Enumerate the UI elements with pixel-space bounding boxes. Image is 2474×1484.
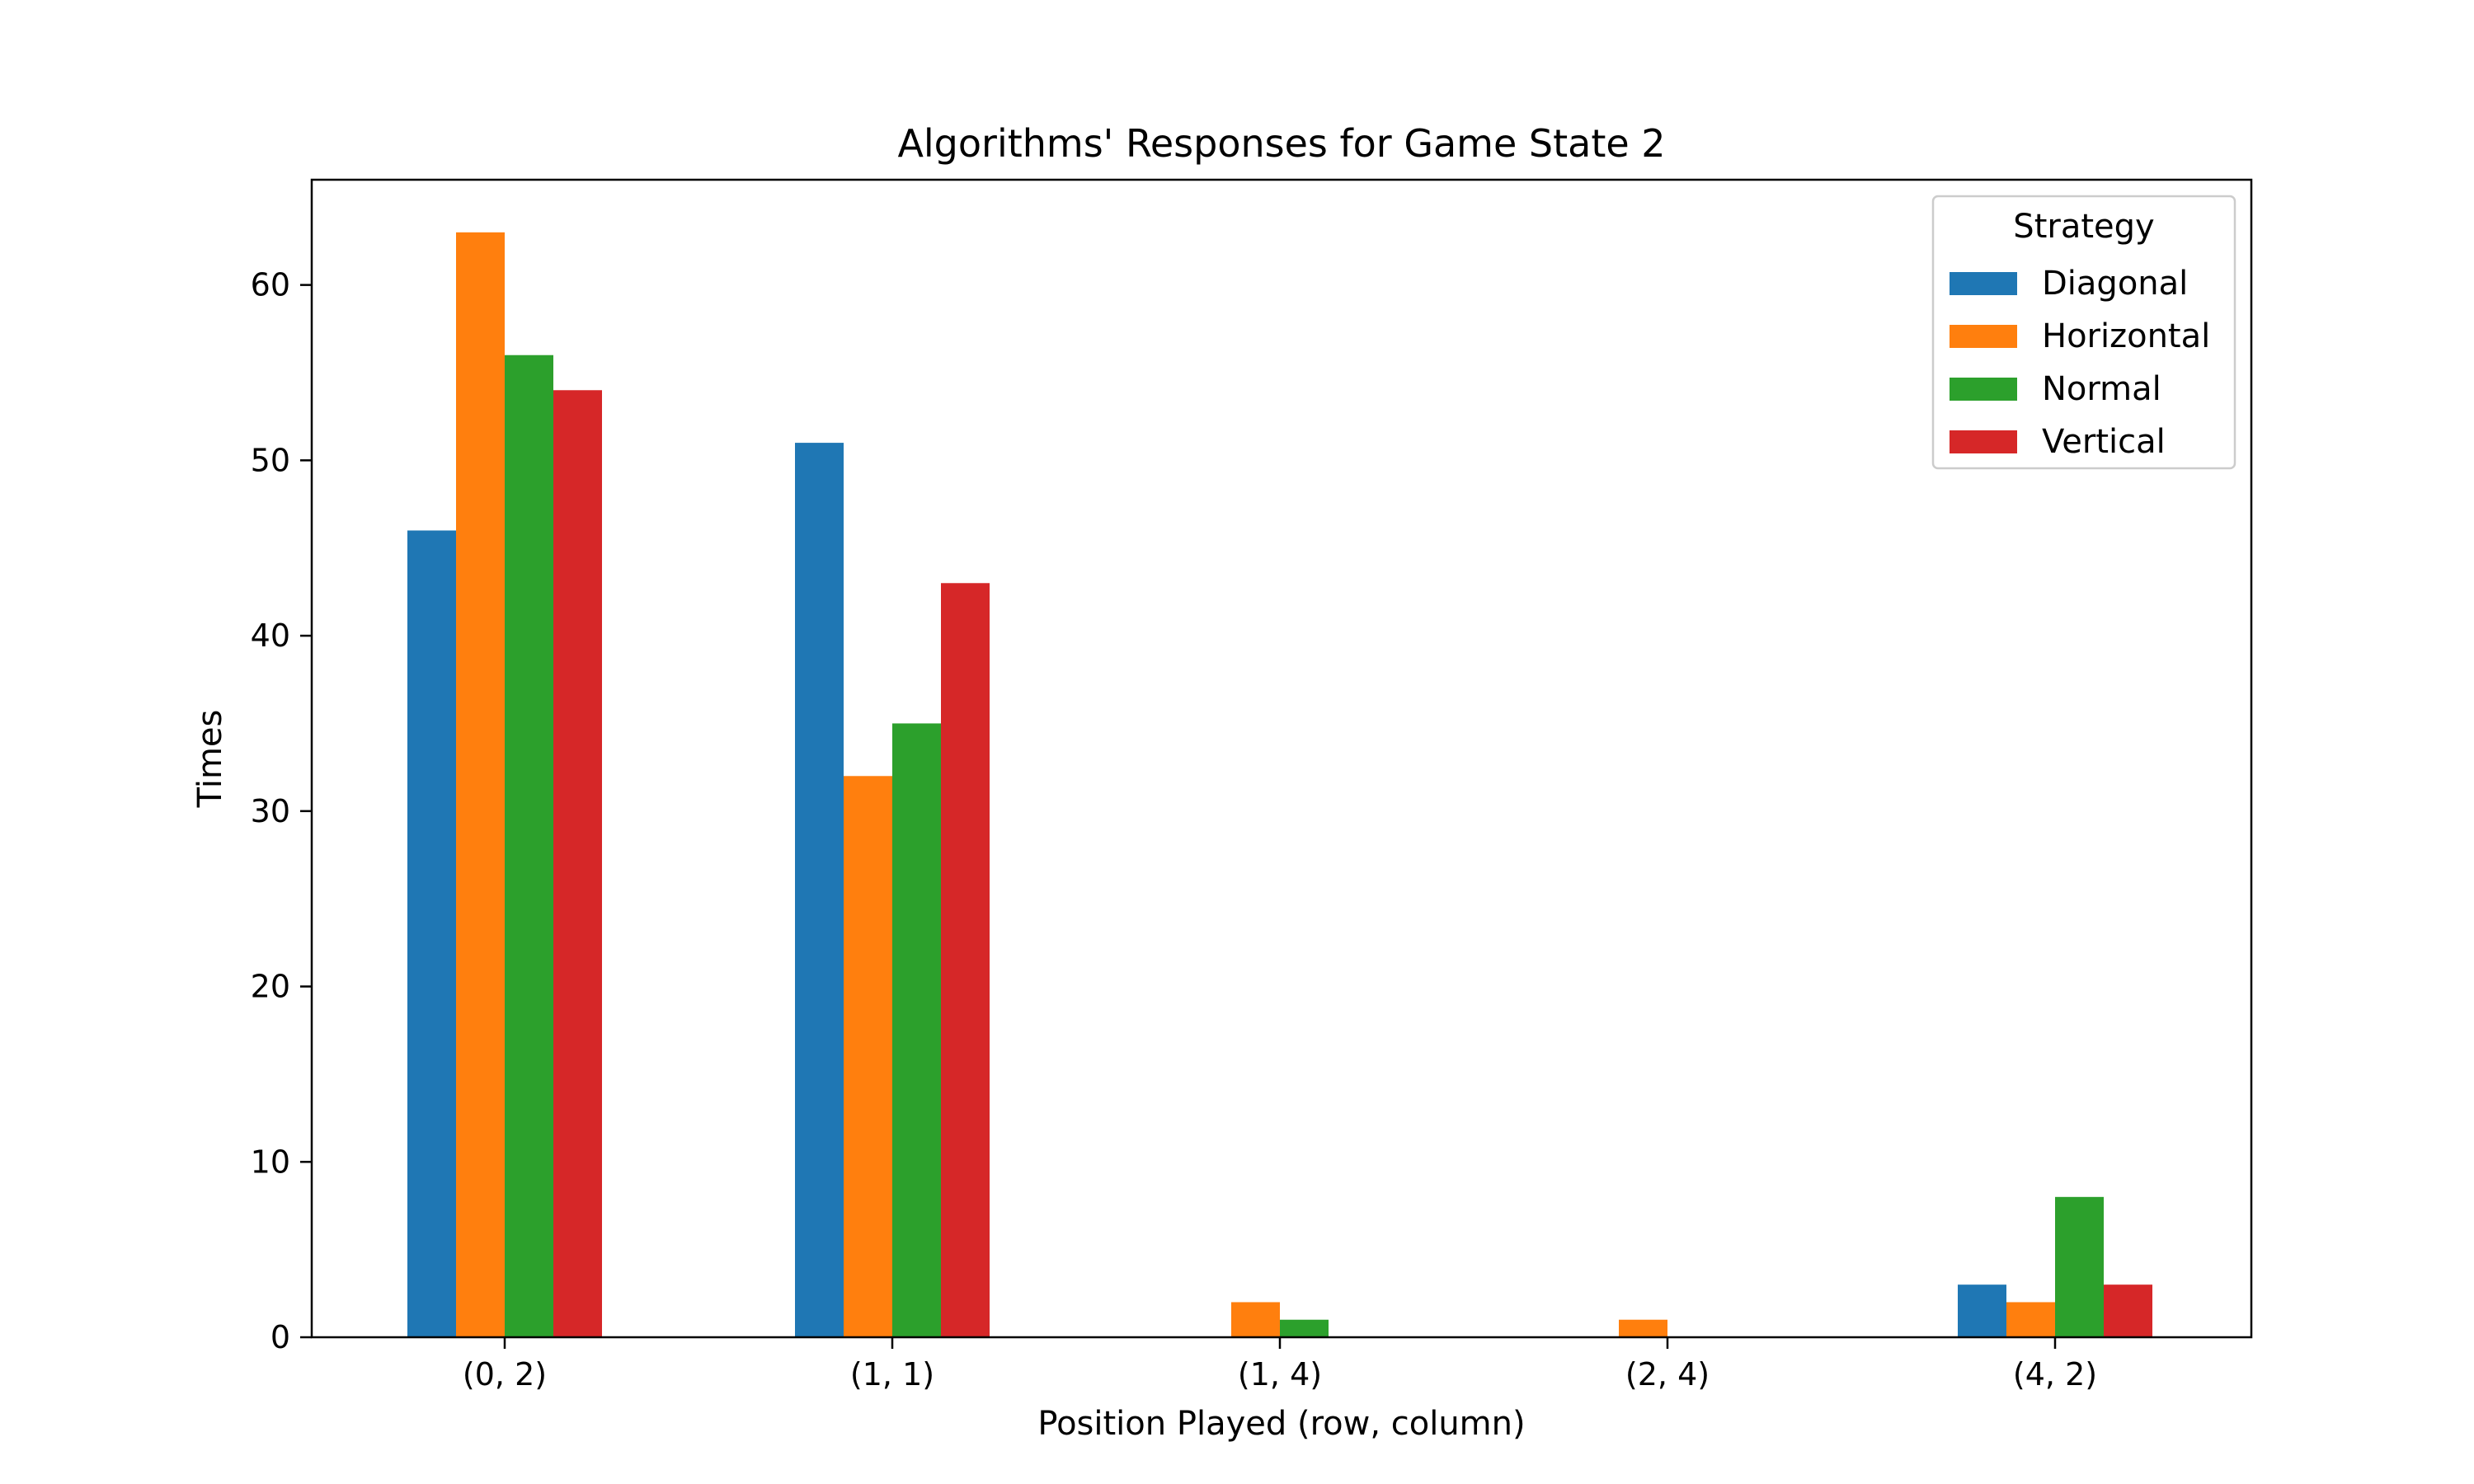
legend-swatch-vertical <box>1950 430 2017 453</box>
bar-diagonal-4 <box>1958 1284 2006 1337</box>
x-tick-label: (0, 2) <box>463 1356 547 1392</box>
y-tick-label: 60 <box>251 267 290 303</box>
legend-label-diagonal: Diagonal <box>2042 265 2188 303</box>
x-axis: (0, 2) (1, 1) (1, 4) (2, 4) (4, 2) <box>463 1337 2097 1392</box>
bar-horizontal-3 <box>1619 1319 1667 1337</box>
x-tick-label: (2, 4) <box>1625 1356 1710 1392</box>
y-tick-label: 20 <box>251 969 290 1005</box>
bar-horizontal-2 <box>1231 1302 1280 1337</box>
bar-vertical-0 <box>553 390 602 1338</box>
y-axis: 0 10 20 30 40 50 60 <box>251 267 312 1355</box>
bars-group <box>407 232 2152 1338</box>
bar-diagonal-1 <box>795 443 844 1338</box>
plot-frame <box>310 178 2253 1339</box>
chart-title: Algorithms' Responses for Game State 2 <box>897 121 1665 166</box>
legend-title: Strategy <box>2013 208 2154 246</box>
y-tick-label: 0 <box>270 1319 290 1355</box>
bar-diagonal-0 <box>407 530 456 1337</box>
legend-label-horizontal: Horizontal <box>2042 317 2210 355</box>
bar-vertical-1 <box>941 583 990 1337</box>
bar-normal-4 <box>2055 1196 2104 1337</box>
y-tick-label: 30 <box>251 793 290 829</box>
legend-label-normal: Normal <box>2042 370 2161 408</box>
legend-label-vertical: Vertical <box>2042 423 2166 461</box>
x-tick-label: (4, 2) <box>2013 1356 2097 1392</box>
bar-horizontal-4 <box>2006 1302 2055 1337</box>
legend-swatch-horizontal <box>1950 325 2017 348</box>
bar-normal-1 <box>892 723 941 1337</box>
bar-normal-0 <box>505 355 553 1337</box>
y-axis-label: Times <box>191 710 229 809</box>
y-tick-label: 40 <box>251 618 290 654</box>
bar-vertical-4 <box>2104 1284 2152 1337</box>
legend: Strategy Diagonal Horizontal Normal Vertical <box>1931 195 2236 470</box>
x-tick-label: (1, 4) <box>1238 1356 1322 1392</box>
bar-normal-2 <box>1280 1319 1329 1337</box>
y-tick-label: 50 <box>251 442 290 478</box>
x-tick-label: (1, 1) <box>850 1356 934 1392</box>
y-tick-label: 10 <box>251 1144 290 1180</box>
legend-swatch-normal <box>1950 378 2017 401</box>
x-axis-label: Position Played (row, column) <box>1037 1405 1525 1443</box>
bar-horizontal-0 <box>456 232 505 1338</box>
legend-swatch-diagonal <box>1950 272 2017 295</box>
bar-horizontal-1 <box>844 776 892 1337</box>
